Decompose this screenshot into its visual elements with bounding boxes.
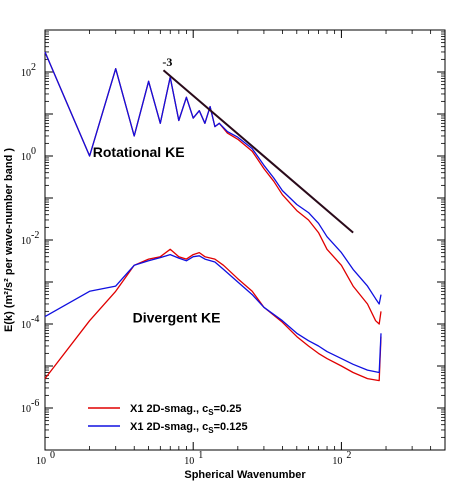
legend-label-main: X1 2D-smag., c <box>130 421 208 433</box>
y-tick-exponent: 0 <box>31 146 36 157</box>
x-tick-exponent: 0 <box>50 450 55 461</box>
y-tick-label: 10 <box>21 404 31 415</box>
x-tick-label: 10 <box>184 456 194 467</box>
slope-annotation: -3 <box>162 55 172 69</box>
y-tick-exponent: 2 <box>31 62 36 73</box>
legend-label-suffix: =0.25 <box>214 403 242 415</box>
curve-annotation: Divergent KE <box>133 309 221 325</box>
y-tick-label: 10 <box>21 68 31 79</box>
legend-label: X1 2D-smag., cS=0.125 <box>130 421 248 435</box>
series-line <box>44 248 382 382</box>
y-axis-title: E(k) (m²/s² per wave-number band ) <box>3 148 15 332</box>
x-tick-exponent: 1 <box>198 450 203 461</box>
y-tick-exponent: -2 <box>31 230 39 241</box>
series-line <box>44 51 382 305</box>
legend-label-subscript: S <box>208 408 214 417</box>
x-axis-title: Spherical Wavenumber <box>184 469 306 481</box>
x-tick-label: 10 <box>36 456 46 467</box>
legend-label-suffix: =0.125 <box>214 421 248 433</box>
legend-label: X1 2D-smag., cS=0.25 <box>130 403 241 417</box>
legend-label-main: X1 2D-smag., c <box>130 403 208 415</box>
legend-label-subscript: S <box>208 426 214 435</box>
curve-annotation: Rotational KE <box>93 144 185 160</box>
x-tick-exponent: 2 <box>346 450 351 461</box>
y-tick-exponent: -6 <box>31 398 39 409</box>
reference-slope-line <box>162 69 354 234</box>
y-tick-label: 10 <box>21 320 31 331</box>
y-tick-label: 10 <box>21 152 31 163</box>
x-tick-label: 10 <box>332 456 342 467</box>
y-tick-label: 10 <box>21 236 31 247</box>
y-tick-exponent: -4 <box>31 314 39 325</box>
series-line <box>44 253 382 374</box>
